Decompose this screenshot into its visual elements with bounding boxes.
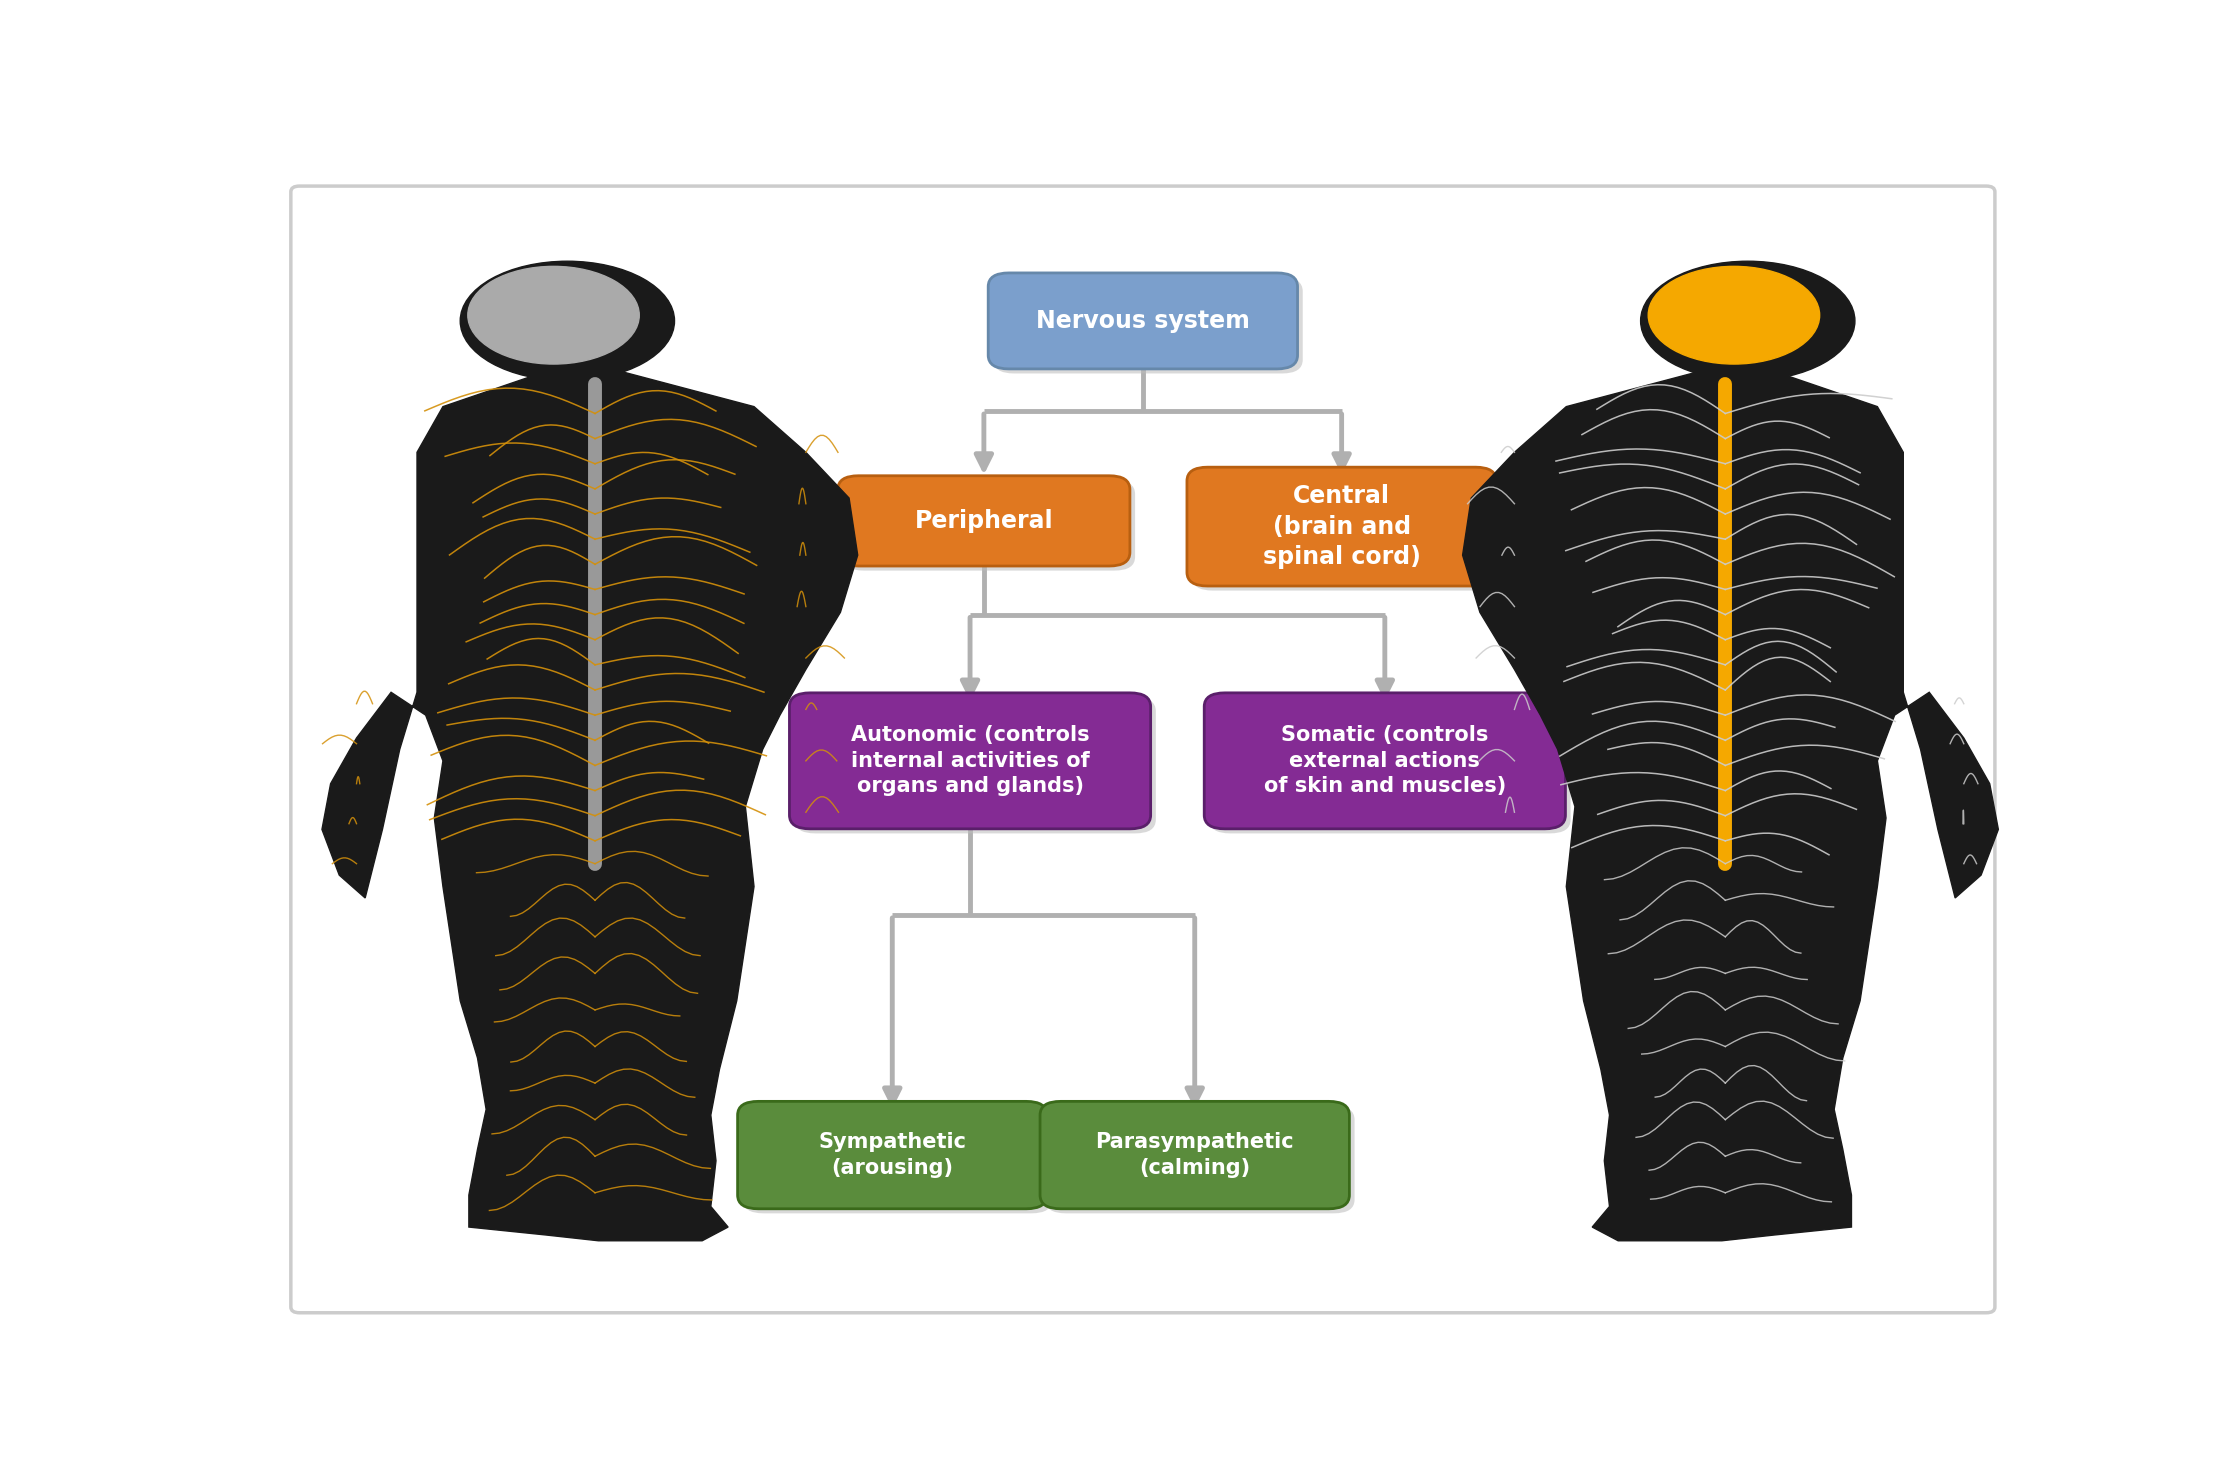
Polygon shape (321, 372, 859, 1241)
FancyBboxPatch shape (789, 693, 1151, 830)
Text: Parasympathetic
(calming): Parasympathetic (calming) (1095, 1132, 1293, 1178)
Ellipse shape (468, 266, 640, 364)
FancyBboxPatch shape (992, 278, 1302, 374)
FancyBboxPatch shape (743, 1106, 1053, 1214)
Polygon shape (1463, 372, 1998, 1241)
FancyBboxPatch shape (738, 1101, 1046, 1209)
Ellipse shape (1641, 261, 1855, 380)
FancyBboxPatch shape (843, 481, 1135, 570)
FancyBboxPatch shape (988, 273, 1298, 370)
FancyBboxPatch shape (1186, 467, 1496, 586)
Text: Peripheral: Peripheral (914, 509, 1053, 533)
Text: Sympathetic
(arousing): Sympathetic (arousing) (818, 1132, 966, 1178)
FancyBboxPatch shape (1193, 472, 1501, 591)
Ellipse shape (459, 261, 673, 380)
Text: Nervous system: Nervous system (1037, 309, 1249, 332)
Text: Somatic (controls
external actions
of skin and muscles): Somatic (controls external actions of sk… (1264, 726, 1505, 797)
FancyBboxPatch shape (1204, 693, 1565, 830)
FancyBboxPatch shape (1039, 1101, 1349, 1209)
FancyBboxPatch shape (838, 476, 1131, 565)
Ellipse shape (1648, 266, 1820, 364)
FancyBboxPatch shape (794, 697, 1155, 834)
Text: Autonomic (controls
internal activities of
organs and glands): Autonomic (controls internal activities … (850, 726, 1090, 797)
FancyBboxPatch shape (1046, 1106, 1354, 1214)
FancyBboxPatch shape (1209, 697, 1570, 834)
Text: Central
(brain and
spinal cord): Central (brain and spinal cord) (1262, 484, 1421, 570)
